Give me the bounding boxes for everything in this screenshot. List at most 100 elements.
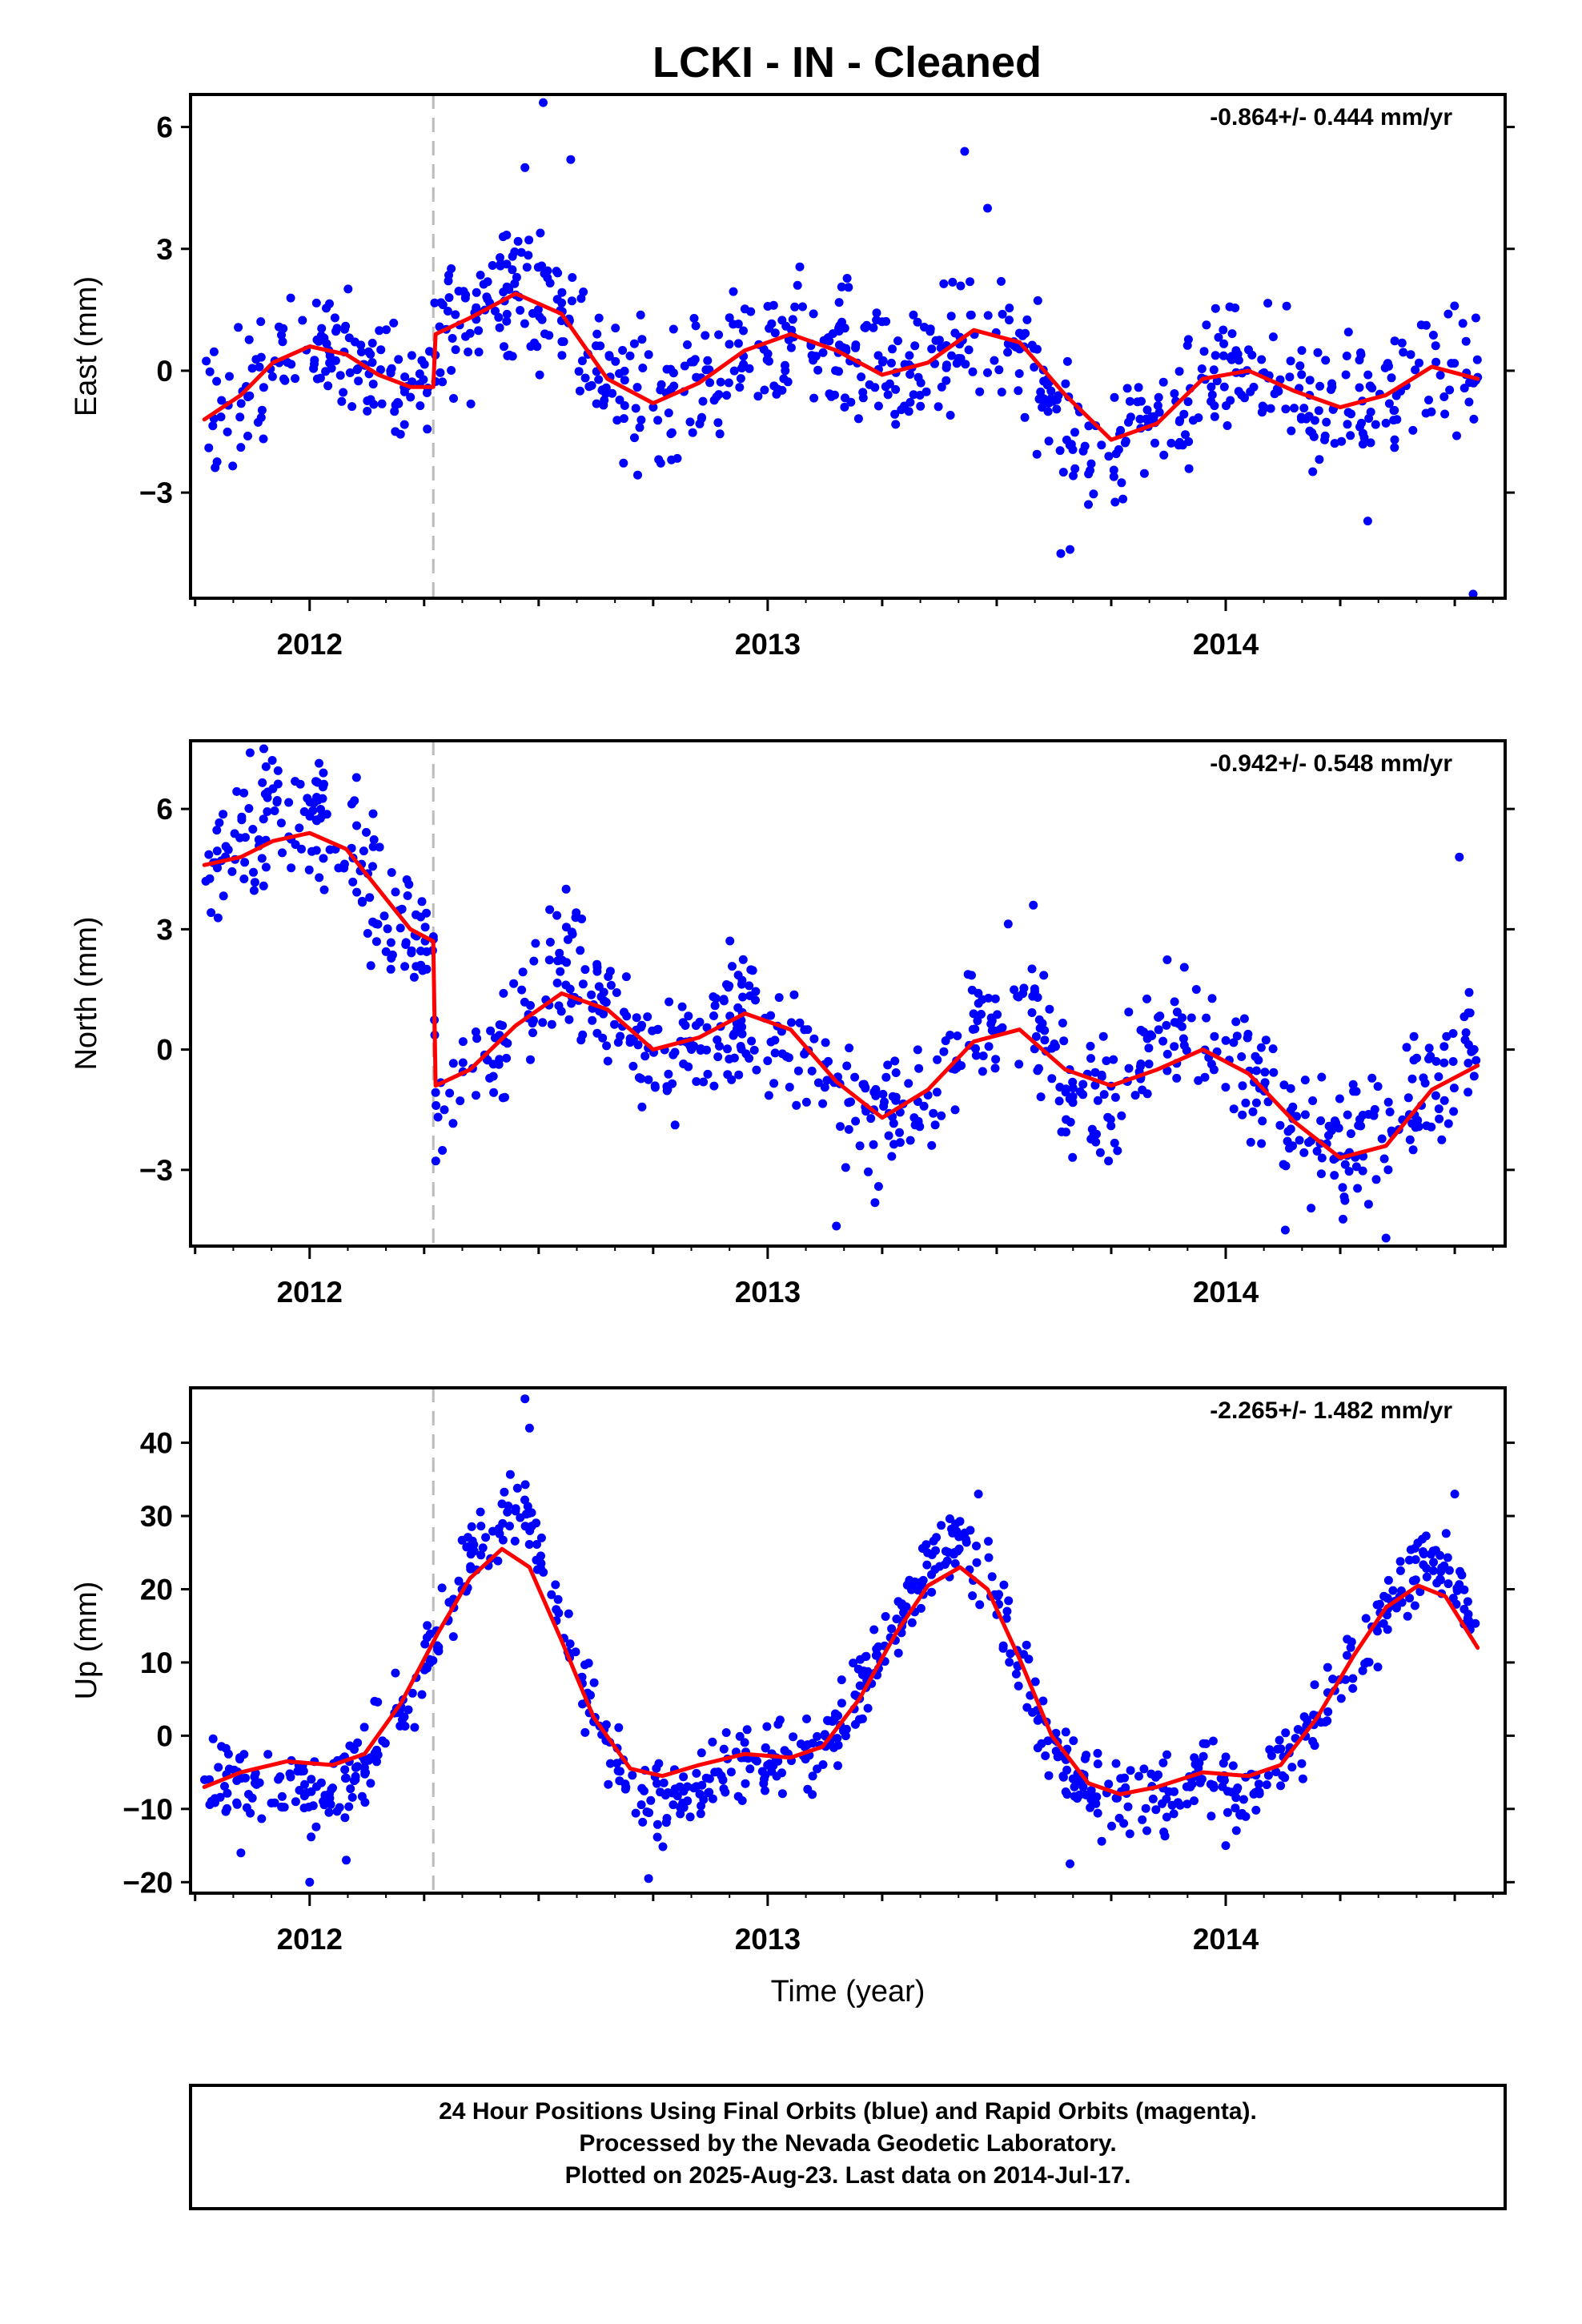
data-point xyxy=(234,323,243,332)
data-point xyxy=(312,793,321,802)
data-point xyxy=(1287,426,1296,436)
data-point xyxy=(476,271,485,279)
data-point xyxy=(1257,408,1267,417)
data-point xyxy=(1410,1601,1419,1610)
data-point xyxy=(493,1556,503,1566)
data-point xyxy=(575,386,584,396)
data-point xyxy=(502,309,512,319)
data-points xyxy=(201,744,1481,1243)
data-point xyxy=(842,274,852,283)
data-point xyxy=(1431,341,1440,351)
data-point xyxy=(204,443,214,452)
data-point xyxy=(594,375,604,384)
data-point xyxy=(766,1011,776,1020)
data-point xyxy=(628,1771,637,1780)
data-point xyxy=(250,1772,259,1782)
data-point xyxy=(1263,1771,1273,1780)
data-point xyxy=(1282,301,1291,311)
data-point xyxy=(793,1066,803,1076)
data-point xyxy=(1232,1785,1242,1795)
data-point xyxy=(1069,1736,1078,1746)
data-point xyxy=(235,412,245,422)
data-point xyxy=(861,323,870,332)
data-point xyxy=(592,329,602,339)
data-point xyxy=(433,1645,442,1655)
data-point xyxy=(1460,1604,1469,1614)
data-point xyxy=(339,388,348,397)
data-point xyxy=(1207,994,1217,1003)
data-point xyxy=(953,1031,962,1040)
data-point xyxy=(861,1651,871,1661)
data-point xyxy=(500,342,508,352)
data-point xyxy=(509,979,519,988)
data-point xyxy=(217,396,227,405)
data-point xyxy=(444,1598,454,1607)
data-point xyxy=(803,1740,813,1750)
data-point xyxy=(1437,1135,1447,1144)
data-point xyxy=(1219,351,1228,360)
data-point xyxy=(1295,361,1305,371)
data-point xyxy=(738,955,748,964)
data-point xyxy=(458,1058,468,1068)
data-point xyxy=(1125,396,1134,406)
data-point xyxy=(345,368,355,377)
data-point xyxy=(201,876,211,886)
data-point xyxy=(1110,497,1120,507)
data-point xyxy=(1207,1811,1216,1821)
data-point xyxy=(497,1499,507,1509)
data-point xyxy=(578,1699,587,1709)
data-point xyxy=(747,1036,757,1046)
data-point xyxy=(1062,356,1072,366)
data-point xyxy=(1427,407,1436,416)
data-point xyxy=(257,405,267,415)
data-point xyxy=(1179,963,1189,972)
data-point xyxy=(567,999,576,1008)
data-point xyxy=(929,1108,938,1118)
data-point xyxy=(1251,1805,1261,1815)
data-point xyxy=(1443,1119,1453,1128)
data-point xyxy=(303,794,312,803)
data-point xyxy=(733,320,743,328)
data-point xyxy=(547,1590,556,1599)
data-point xyxy=(565,984,575,994)
data-point xyxy=(319,1800,329,1810)
data-point xyxy=(1068,1152,1078,1162)
data-point xyxy=(1231,1803,1240,1813)
data-point xyxy=(1228,1761,1238,1771)
data-point xyxy=(636,310,645,320)
data-point xyxy=(1210,1031,1219,1041)
data-point xyxy=(1227,329,1237,339)
data-point xyxy=(673,1791,682,1801)
data-point xyxy=(1030,363,1039,372)
data-point xyxy=(417,897,427,907)
data-point xyxy=(341,1773,351,1783)
data-point xyxy=(401,938,411,947)
data-point xyxy=(1231,1017,1241,1027)
data-point xyxy=(972,1558,982,1567)
data-point xyxy=(386,938,396,947)
data-point xyxy=(968,1024,978,1034)
data-point xyxy=(1219,325,1228,335)
data-point xyxy=(368,917,378,927)
data-point xyxy=(709,1081,719,1091)
data-point xyxy=(1261,1035,1271,1045)
data-point xyxy=(1346,1642,1355,1652)
data-point xyxy=(714,330,724,340)
data-point xyxy=(1014,328,1024,338)
data-point xyxy=(883,1060,893,1070)
data-point xyxy=(736,1042,745,1051)
data-point xyxy=(209,347,219,356)
data-point xyxy=(1323,1707,1333,1716)
data-point xyxy=(1385,1108,1395,1116)
data-point xyxy=(315,873,324,883)
data-point xyxy=(871,1084,881,1094)
data-point xyxy=(250,878,259,887)
data-point xyxy=(1383,1165,1393,1175)
data-point xyxy=(1207,390,1217,400)
data-point xyxy=(701,331,710,340)
data-point xyxy=(255,362,264,372)
data-point xyxy=(1130,1091,1140,1100)
data-point xyxy=(684,1011,693,1021)
data-point xyxy=(572,908,581,918)
data-point xyxy=(1348,1674,1358,1683)
